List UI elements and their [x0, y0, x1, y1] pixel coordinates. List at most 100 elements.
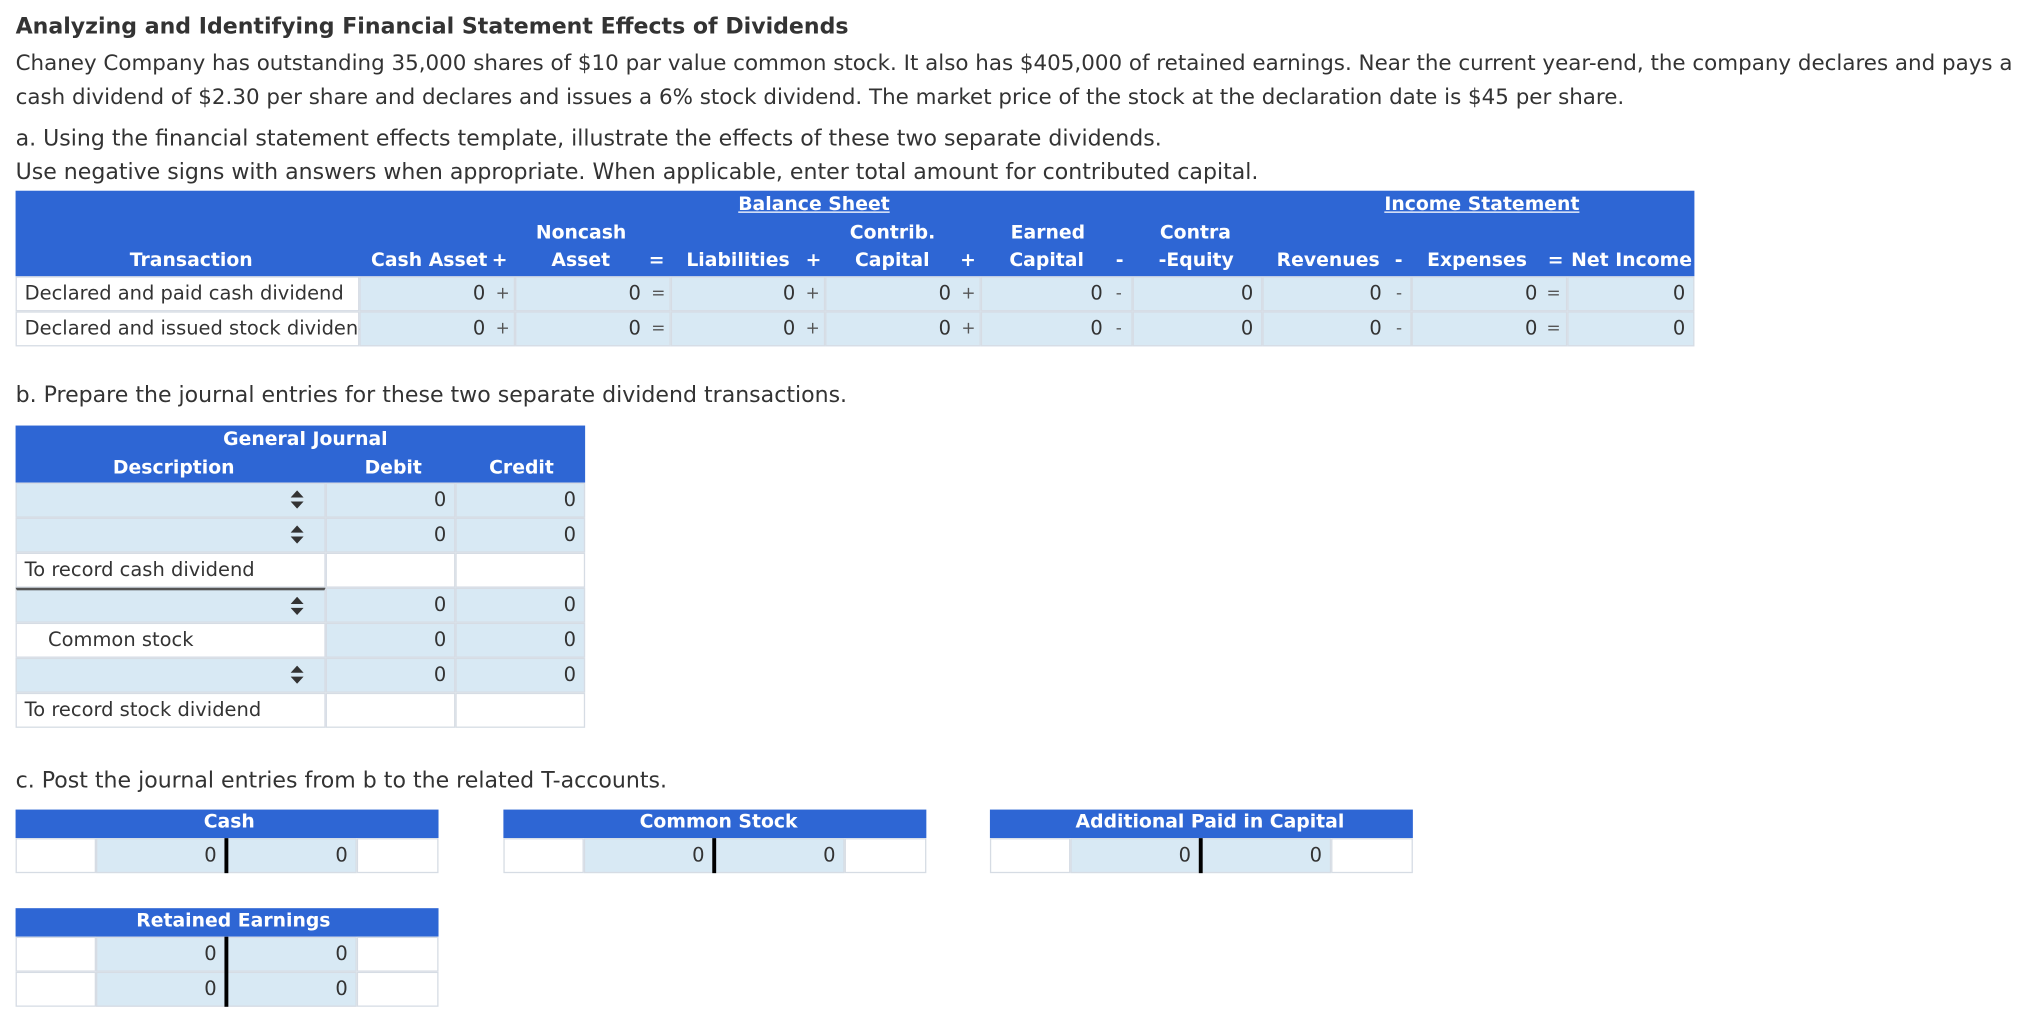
- select-updown-icon[interactable]: [290, 665, 304, 684]
- earned-capital-input[interactable]: 0: [980, 311, 1133, 347]
- debit-input[interactable]: 0: [325, 587, 456, 623]
- t-account-side: [15, 838, 97, 874]
- col-revenues: Revenues: [1276, 250, 1380, 272]
- contrib-capital-input[interactable]: 0: [825, 276, 981, 312]
- op-equals: =: [648, 250, 665, 272]
- col-debit: Debit: [364, 457, 422, 479]
- cash-debit-input[interactable]: 0: [96, 838, 226, 874]
- col-liabilities: Liabilities: [686, 250, 790, 272]
- debit-input[interactable]: 0: [325, 622, 456, 658]
- problem-intro: Chaney Company has outstanding 35,000 sh…: [15, 50, 2013, 109]
- liabilities-input[interactable]: 0: [670, 311, 826, 347]
- apic-credit-input[interactable]: 0: [1200, 838, 1332, 874]
- select-updown-icon[interactable]: [290, 596, 304, 615]
- account-select[interactable]: [15, 587, 326, 623]
- op-plus: +: [960, 250, 976, 272]
- credit-input[interactable]: 0: [455, 482, 586, 518]
- contrib-capital-input[interactable]: 0: [825, 311, 981, 347]
- credit-input[interactable]: 0: [455, 622, 586, 658]
- part-c-prompt: c. Post the journal entries from b to th…: [15, 768, 667, 795]
- revenues-input[interactable]: 0: [1262, 311, 1412, 347]
- re-debit-input[interactable]: 0: [96, 971, 226, 1007]
- liabilities-input[interactable]: 0: [670, 276, 826, 312]
- col-expenses: Expenses: [1427, 250, 1527, 272]
- account-select[interactable]: [15, 482, 326, 518]
- cash-asset-input[interactable]: 0: [359, 311, 516, 347]
- select-updown-icon[interactable]: [290, 490, 304, 509]
- debit-empty: [325, 552, 456, 588]
- credit-input[interactable]: 0: [455, 657, 586, 693]
- t-account-common-stock-title: Common Stock: [639, 812, 798, 833]
- transaction-label: Declared and paid cash dividend: [15, 276, 360, 312]
- transaction-label: Declared and issued stock dividend: [15, 311, 371, 347]
- contra-equity-input[interactable]: 0: [1132, 311, 1263, 347]
- t-account-side: [844, 838, 927, 874]
- t-account-apic-title: Additional Paid in Capital: [1075, 812, 1345, 833]
- t-account-retained-earnings-title: Retained Earnings: [136, 910, 331, 932]
- op-minus: -: [1115, 319, 1122, 339]
- expenses-input[interactable]: 0: [1411, 311, 1568, 347]
- credit-empty: [455, 552, 586, 588]
- t-account-retained-earnings-header: [15, 908, 439, 937]
- op-plus: +: [805, 284, 820, 304]
- part-a-prompt: a. Using the financial statement effects…: [15, 125, 1162, 152]
- revenues-input[interactable]: 0: [1262, 276, 1412, 312]
- op-plus: +: [491, 250, 508, 272]
- t-account-side: [989, 838, 1071, 874]
- apic-debit-input[interactable]: 0: [1070, 838, 1201, 874]
- account-select[interactable]: [15, 517, 326, 553]
- cash-asset-input[interactable]: 0: [359, 276, 516, 312]
- op-equals: =: [651, 284, 666, 304]
- col-transaction: Transaction: [129, 250, 253, 272]
- cash-credit-input[interactable]: 0: [225, 838, 357, 874]
- contra-equity-input[interactable]: 0: [1132, 276, 1263, 312]
- t-account-divider: [224, 838, 229, 874]
- noncash-asset-input[interactable]: 0: [515, 311, 671, 347]
- part-b-prompt: b. Prepare the journal entries for these…: [15, 382, 848, 409]
- t-account-side: [356, 936, 439, 972]
- credit-input[interactable]: 0: [455, 517, 586, 553]
- re-credit-input[interactable]: 0: [225, 936, 357, 972]
- net-income-input[interactable]: 0: [1567, 276, 1695, 312]
- col-credit: Credit: [489, 457, 554, 479]
- t-account-side: [503, 838, 584, 874]
- journal-account-label: Common stock: [15, 622, 326, 658]
- re-credit-input[interactable]: 0: [225, 971, 357, 1007]
- op-minus: -: [1115, 250, 1124, 272]
- t-account-apic-header: [989, 809, 1413, 839]
- op-plus: +: [495, 284, 510, 304]
- credit-empty: [455, 692, 586, 728]
- op-plus: +: [961, 284, 976, 304]
- expenses-input[interactable]: 0: [1411, 276, 1568, 312]
- journal-memo: To record cash dividend: [15, 552, 326, 588]
- t-account-cash-header: [15, 809, 439, 839]
- account-select[interactable]: [15, 657, 326, 693]
- col-noncash-line1: Noncash: [535, 223, 627, 244]
- re-debit-input[interactable]: 0: [96, 936, 226, 972]
- select-updown-icon[interactable]: [290, 525, 304, 544]
- common-stock-credit-input[interactable]: 0: [713, 838, 845, 874]
- general-journal-title: General Journal: [223, 429, 388, 451]
- col-contra-line1: Contra: [1159, 223, 1231, 244]
- noncash-asset-input[interactable]: 0: [515, 276, 671, 312]
- t-account-side: [15, 971, 97, 1007]
- common-stock-debit-input[interactable]: 0: [583, 838, 714, 874]
- journal-memo: To record stock dividend: [15, 692, 326, 728]
- income-statement-label: Income Statement: [1384, 194, 1580, 216]
- col-contra-line2: -Equity: [1158, 250, 1234, 272]
- t-account-cash-title: Cash: [203, 812, 255, 833]
- fse-template-header: [15, 190, 1695, 277]
- t-account-side: [1331, 838, 1413, 874]
- col-contrib-line2: Capital: [854, 250, 930, 272]
- op-equals: =: [1546, 319, 1561, 339]
- t-account-side: [15, 936, 97, 972]
- debit-input[interactable]: 0: [325, 517, 456, 553]
- net-income-input[interactable]: 0: [1567, 311, 1695, 347]
- debit-input[interactable]: 0: [325, 657, 456, 693]
- debit-input[interactable]: 0: [325, 482, 456, 518]
- earned-capital-input[interactable]: 0: [980, 276, 1133, 312]
- credit-input[interactable]: 0: [455, 587, 586, 623]
- op-equals: =: [651, 319, 666, 339]
- part-a-instructions: Use negative signs with answers when app…: [15, 159, 1259, 186]
- t-account-divider: [224, 936, 229, 1007]
